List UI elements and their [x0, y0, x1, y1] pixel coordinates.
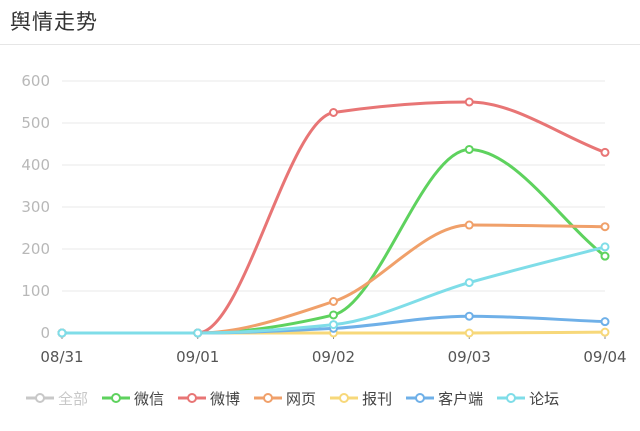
y-tick-label: 500	[21, 114, 50, 132]
data-point	[600, 242, 610, 252]
y-tick-label: 100	[21, 282, 50, 300]
data-point	[329, 310, 338, 320]
legend-marker-icon	[330, 393, 359, 403]
data-point	[464, 328, 474, 338]
legend-item[interactable]: 微博	[178, 388, 240, 409]
legend-marker-icon	[178, 393, 207, 403]
legend-marker-icon	[497, 393, 526, 403]
x-tick-label: 08/31	[40, 348, 83, 366]
data-point	[464, 311, 474, 321]
line-chart: 0 100 200 300 400 500 600 08/31 09/01 09/02 09/03 0…	[21, 72, 626, 366]
legend-label: 网页	[286, 389, 317, 408]
y-tick-label: 300	[21, 198, 50, 216]
legend-marker-icon	[254, 393, 283, 403]
data-point	[329, 297, 338, 306]
data-point	[600, 317, 610, 327]
y-tick-label: 400	[21, 156, 50, 174]
legend-item[interactable]: 客户端	[406, 388, 483, 409]
x-tick-label: 09/02	[312, 348, 355, 366]
y-tick-label: 200	[21, 240, 50, 258]
chart-legend: 全部 微信 微博 网页 报刊 客户端 论坛	[26, 386, 573, 410]
legend-item[interactable]: 论坛	[497, 388, 559, 409]
data-point	[600, 222, 610, 232]
data-point	[193, 328, 203, 338]
data-point	[329, 320, 338, 330]
data-point	[600, 251, 610, 261]
legend-label: 全部	[58, 389, 89, 408]
panel-header: 舆情走势	[0, 0, 640, 45]
x-tick-label: 09/03	[448, 348, 491, 366]
data-point	[464, 278, 474, 288]
data-point	[329, 108, 338, 117]
legend-item[interactable]: 全部	[26, 388, 88, 409]
y-tick-label: 600	[21, 72, 50, 90]
legend-label: 微博	[210, 389, 241, 408]
series-line-6	[60, 245, 607, 335]
legend-label: 微信	[134, 389, 165, 408]
data-point	[600, 327, 610, 337]
legend-label: 报刊	[362, 389, 393, 408]
data-point	[600, 147, 610, 157]
legend-item[interactable]: 报刊	[330, 388, 392, 409]
panel-title: 舆情走势	[10, 10, 98, 34]
x-tick-label: 09/04	[583, 348, 626, 366]
data-point	[57, 328, 67, 338]
y-tick-label: 0	[40, 324, 50, 342]
legend-marker-icon	[102, 393, 131, 403]
data-point	[464, 97, 474, 107]
legend-label: 客户端	[438, 389, 484, 408]
legend-marker-icon	[406, 393, 435, 403]
x-tick-label: 09/01	[176, 348, 219, 366]
legend-label: 论坛	[529, 389, 560, 408]
data-point	[464, 144, 474, 154]
legend-marker-icon	[26, 393, 54, 403]
legend-item[interactable]: 微信	[102, 388, 164, 409]
legend-item[interactable]: 网页	[254, 388, 316, 409]
data-point	[464, 220, 474, 230]
